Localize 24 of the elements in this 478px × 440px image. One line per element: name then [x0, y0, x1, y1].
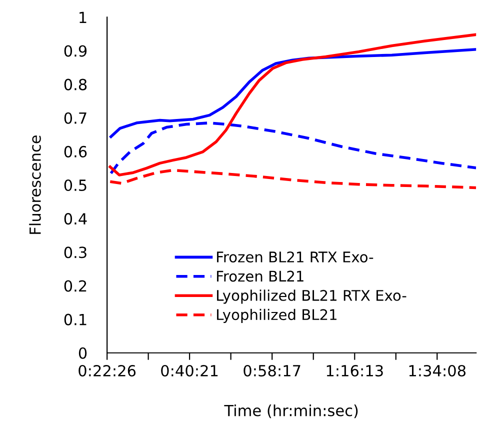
x-axis-title: Time (hr:min:sec)	[224, 404, 358, 418]
y-tick-label: 0.1	[64, 314, 86, 326]
x-tick-label: 0:58:17	[244, 364, 300, 377]
y-tick-label: 0	[78, 347, 87, 359]
line-series	[108, 168, 476, 190]
legend-label: Lyophilized BL21	[217, 308, 336, 323]
legend-label: Frozen BL21 RTX Exo-	[217, 251, 374, 262]
y-tick-label: 0.6	[64, 146, 87, 158]
legend-label: Frozen BL21	[217, 270, 304, 282]
y-tick-label: 0.5	[64, 179, 86, 192]
x-tick-label: 0:22:26	[78, 364, 136, 377]
y-tick-label: 0.8	[64, 78, 87, 90]
y-tick-label: 0.3	[64, 246, 86, 258]
y-tick-label: 1	[80, 12, 86, 23]
x-tick-label: 1:16:13	[326, 364, 383, 377]
y-tick-label: 0.2	[64, 280, 86, 292]
y-axis-title: Fluorescence	[29, 136, 41, 234]
x-tick-label: 0:40:21	[161, 364, 218, 377]
legend-label: Lyophilized BL21 RTX Exo-	[217, 290, 406, 304]
y-tick-label: 0.9	[64, 45, 87, 57]
line-series	[108, 33, 476, 176]
x-tick-label: 1:34:08	[409, 364, 466, 377]
y-tick-label: 0.7	[64, 112, 86, 124]
y-tick-label: 0.4	[64, 213, 87, 225]
